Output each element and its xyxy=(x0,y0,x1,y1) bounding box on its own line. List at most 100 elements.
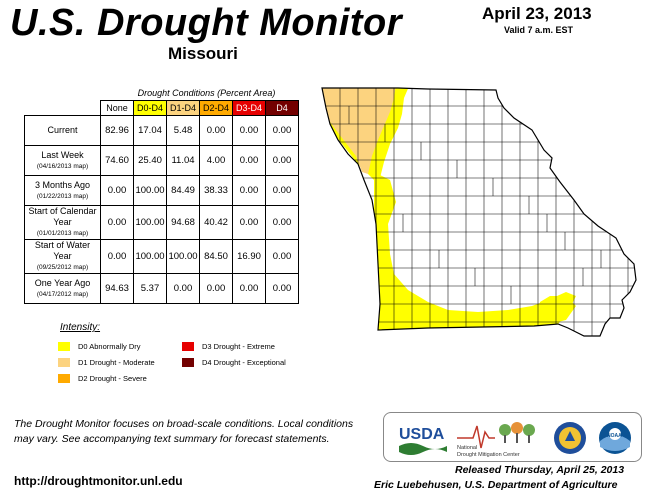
tree-icon xyxy=(511,422,523,434)
table-row: 3 Months Ago (01/22/2013 map) 0.00 100.00 84… xyxy=(24,175,299,206)
row-label-cell: Last Week (04/16/2013 map) xyxy=(24,145,101,176)
table-cell: 94.63 xyxy=(100,273,134,304)
commerce-seal-logo xyxy=(554,422,586,454)
legend-swatch xyxy=(58,358,70,367)
table-cell: 84.50 xyxy=(199,239,233,274)
noaa-logo: NOAA xyxy=(599,422,631,454)
legend-swatch xyxy=(58,374,70,383)
table-cell: 5.37 xyxy=(133,273,167,304)
table-cell: 0.00 xyxy=(265,115,299,146)
tree-trunk xyxy=(516,433,518,443)
table-cell: 0.00 xyxy=(232,273,266,304)
legend-swatch xyxy=(182,342,194,351)
d0-bootheel-region xyxy=(538,296,576,324)
tree-icon xyxy=(499,424,511,436)
legend-title: Intensity: xyxy=(60,322,101,333)
row-label: One Year Ago xyxy=(34,277,91,288)
row-label: 3 Months Ago xyxy=(34,179,91,190)
column-header: D3-D4 xyxy=(232,100,266,116)
ndmc-line1: National xyxy=(457,445,477,451)
table-cell: 4.00 xyxy=(199,145,233,176)
table-cell: 0.00 xyxy=(232,205,266,240)
ndmc-line2: Drought Mitigation Center xyxy=(457,452,520,458)
table-cell: 0.00 xyxy=(265,175,299,206)
legend-swatch xyxy=(182,358,194,367)
map-title: U.S. Drought Monitor xyxy=(10,2,403,44)
column-header: D2-D4 xyxy=(199,100,233,116)
legend-item: D3 Drought - Extreme xyxy=(182,342,275,351)
table-cell: 0.00 xyxy=(232,145,266,176)
usda-logo: USDA xyxy=(399,426,447,455)
table-cell: 5.48 xyxy=(166,115,200,146)
table-cell: 74.60 xyxy=(100,145,134,176)
row-map-date: (04/17/2012 map) xyxy=(36,290,89,298)
tree-trunk xyxy=(528,435,530,443)
column-header: None xyxy=(100,100,134,116)
missouri-drought-map xyxy=(321,87,637,337)
ndmc-pulse-icon xyxy=(457,425,495,449)
author-credit: Eric Luebehusen, U.S. Department of Agri… xyxy=(374,479,618,491)
disclaimer-note: The Drought Monitor focuses on broad-sca… xyxy=(14,418,354,445)
drought-conditions-table: None D0-D4 D1-D4 D2-D4 D3-D4 D4 Current 82.96 1… xyxy=(24,100,299,304)
website-link[interactable]: http://droughtmonitor.unl.edu xyxy=(14,474,183,488)
state-name: Missouri xyxy=(168,44,238,63)
row-label-cell: One Year Ago (04/17/2012 map) xyxy=(24,273,101,304)
table-cell: 0.00 xyxy=(265,239,299,274)
table-cell: 11.04 xyxy=(166,145,200,176)
table-row: Start of Calendar Year (01/01/2013 map) 0.… xyxy=(24,205,299,240)
row-label-cell: Start of Water Year (09/25/2012 map) xyxy=(24,239,101,274)
row-label: Current xyxy=(47,125,78,135)
table-cell: 0.00 xyxy=(199,115,233,146)
row-map-date: (01/22/2013 map) xyxy=(36,192,89,200)
ndmc-logo: National Drought Mitigation Center xyxy=(457,422,535,458)
table-corner xyxy=(25,101,101,116)
table-cell: 94.68 xyxy=(166,205,200,240)
table-cell: 100.00 xyxy=(133,175,167,206)
table-row: One Year Ago (04/17/2012 map) 94.63 5.37 0.0… xyxy=(24,273,299,304)
table-row: Last Week (04/16/2013 map) 74.60 25.40 11.04… xyxy=(24,145,299,176)
valid-time: Valid 7 a.m. EST xyxy=(504,25,574,35)
d1-region xyxy=(322,88,396,174)
table-row: Current 82.96 17.04 5.48 0.00 0.00 0.00 xyxy=(24,115,299,146)
table-cell: 0.00 xyxy=(265,205,299,240)
table-cell: 0.00 xyxy=(232,175,266,206)
legend-swatch xyxy=(58,342,70,351)
table-header-row: None D0-D4 D1-D4 D2-D4 D3-D4 D4 xyxy=(25,100,299,116)
table-cell: 0.00 xyxy=(265,273,299,304)
table-cell: 0.00 xyxy=(100,205,134,240)
legend-label: D1 Drought - Moderate xyxy=(78,358,155,367)
row-label: Last Week xyxy=(41,149,84,160)
legend-label: D3 Drought - Extreme xyxy=(202,342,275,351)
logo-panel xyxy=(383,412,642,462)
table-cell: 40.42 xyxy=(199,205,233,240)
row-label-cell: Start of Calendar Year (01/01/2013 map) xyxy=(24,205,101,240)
table-cell: 17.04 xyxy=(133,115,167,146)
row-label-cell: Current xyxy=(24,115,101,146)
table-cell: 100.00 xyxy=(133,239,167,274)
column-header: D4 xyxy=(265,100,299,116)
row-map-date: (09/25/2012 map) xyxy=(36,264,89,271)
table-cell: 0.00 xyxy=(232,115,266,146)
table-cell: 100.00 xyxy=(133,205,167,240)
legend-label: D4 Drought - Exceptional xyxy=(202,358,286,367)
legend-label: D2 Drought - Severe xyxy=(78,374,147,383)
table-cell: 0.00 xyxy=(100,175,134,206)
legend-item: D2 Drought - Severe xyxy=(58,374,147,383)
release-date: Released Thursday, April 25, 2013 xyxy=(455,464,625,476)
table-cell: 0.00 xyxy=(100,239,134,274)
tree-trunk xyxy=(504,435,506,443)
table-cell: 38.33 xyxy=(199,175,233,206)
noaa-logo-text: NOAA xyxy=(607,433,622,439)
row-map-date: (04/16/2013 map) xyxy=(36,162,89,170)
table-cell: 0.00 xyxy=(265,145,299,176)
tree-icon xyxy=(523,424,535,436)
row-label: Start of Calendar Year xyxy=(28,206,97,227)
table-cell: 0.00 xyxy=(199,273,233,304)
legend-item: D0 Abnormally Dry xyxy=(58,342,141,351)
table-cell: 84.49 xyxy=(166,175,200,206)
legend-label: D0 Abnormally Dry xyxy=(78,342,141,351)
column-header: D1-D4 xyxy=(166,100,200,116)
table-cell: 0.00 xyxy=(166,273,200,304)
column-header: D0-D4 xyxy=(133,100,167,116)
table-cell: 25.40 xyxy=(133,145,167,176)
